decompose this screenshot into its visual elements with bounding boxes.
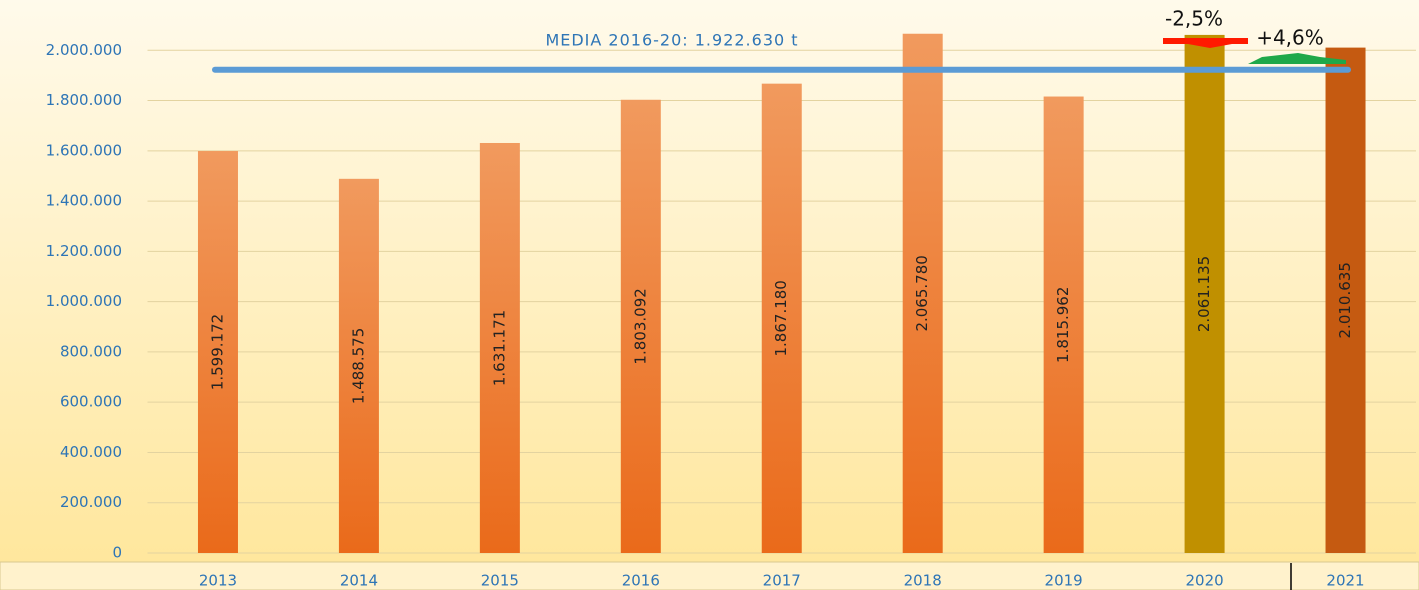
annotation: -2,5%	[1165, 7, 1223, 31]
mean-label: MEDIA 2016-20: 1.922.630 t	[545, 31, 798, 50]
x-tick-label: 2019	[1045, 572, 1083, 590]
x-tick-label: 2017	[763, 572, 801, 590]
y-tick-label: 1.600.000	[46, 141, 122, 159]
value-label: 1.631.171	[490, 310, 508, 386]
x-tick-label: 2021	[1326, 572, 1364, 590]
y-tick-label: 0	[112, 544, 122, 562]
x-tick-label: 2016	[622, 572, 660, 590]
value-label: 2.065.780	[913, 255, 931, 331]
bar	[197, 151, 238, 553]
value-label: 1.815.962	[1054, 287, 1072, 363]
y-tick-label: 1.400.000	[46, 192, 122, 210]
y-tick-label: 400.000	[60, 443, 122, 461]
x-tick-label: 2013	[199, 572, 237, 590]
value-label: 1.803.092	[631, 288, 649, 364]
y-tick-label: 2.000.000	[46, 41, 122, 59]
x-tick-label: 2014	[340, 572, 378, 590]
bar	[1325, 47, 1366, 553]
value-label: 1.867.180	[772, 280, 790, 356]
y-tick-label: 800.000	[60, 342, 122, 360]
y-tick-label: 200.000	[60, 493, 122, 511]
down-arrow	[1163, 38, 1248, 48]
bar	[1043, 96, 1084, 553]
axis-band	[0, 561, 1419, 590]
y-tick-label: 1.800.000	[46, 91, 122, 109]
x-tick-label: 2018	[904, 572, 942, 590]
y-tick-label: 600.000	[60, 393, 122, 411]
bar	[761, 83, 802, 553]
bar	[479, 142, 520, 554]
x-tick-label: 2015	[481, 572, 519, 590]
value-label: 2.010.635	[1336, 262, 1354, 338]
bar	[902, 33, 943, 553]
annotation: +4,6%	[1256, 26, 1324, 50]
value-label: 1.599.172	[208, 314, 226, 390]
value-label: 2.061.135	[1195, 256, 1213, 332]
bar	[1184, 34, 1225, 553]
y-tick-label: 1.200.000	[46, 242, 122, 260]
value-label: 1.488.575	[349, 328, 367, 404]
up-arrow	[1248, 53, 1346, 64]
bar	[338, 178, 379, 554]
y-tick-label: 1.000.000	[46, 292, 122, 310]
bar	[620, 99, 661, 553]
x-tick-label: 2020	[1185, 572, 1223, 590]
